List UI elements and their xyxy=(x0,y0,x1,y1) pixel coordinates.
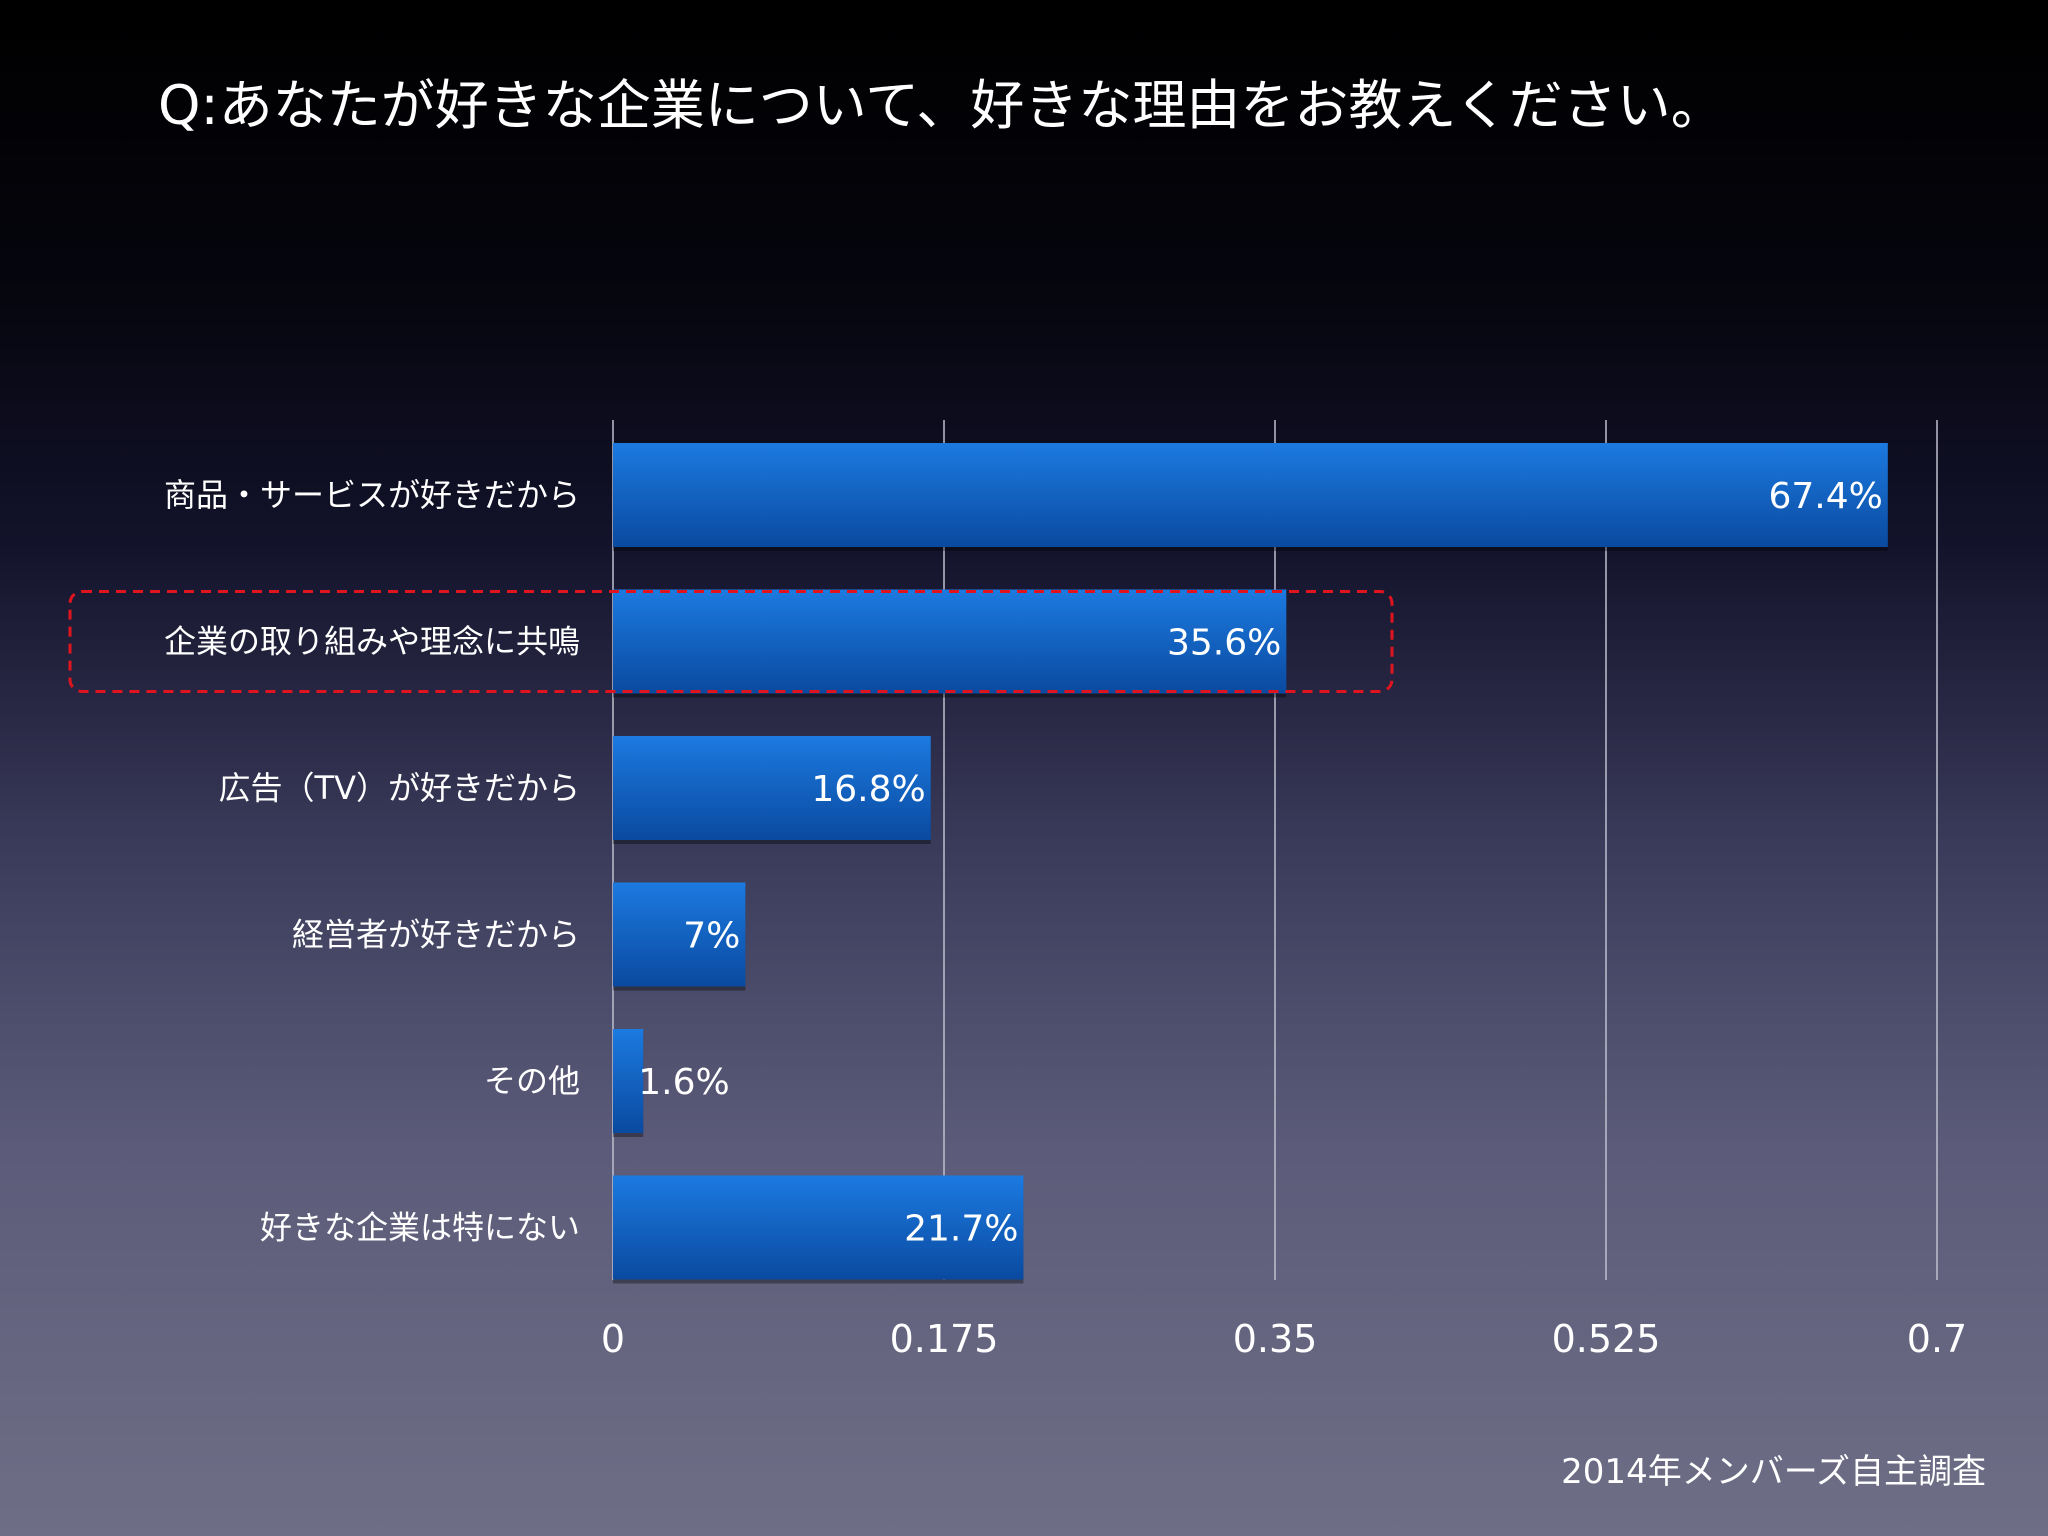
bar xyxy=(613,882,746,987)
category-label: 好きな企業は特にない xyxy=(260,1209,580,1247)
bars xyxy=(613,443,1888,1284)
value-labels: 67.4% 35.6% 16.8% 7% 1.6% 21.7% xyxy=(638,476,1883,1250)
data-label: 7% xyxy=(683,916,740,957)
category-label: 経営者が好きだから xyxy=(292,916,580,954)
x-tick-label: 0.175 xyxy=(890,1317,999,1361)
gridlines xyxy=(612,420,1938,1280)
highlight-dashed-box xyxy=(68,590,1394,693)
highlight-box xyxy=(68,590,1394,693)
category-label: 商品・サービスが好きだから xyxy=(164,476,580,514)
data-label: 21.7% xyxy=(904,1209,1018,1250)
source-note: 2014年メンバーズ自主調査 xyxy=(1561,1452,1986,1492)
bar xyxy=(613,589,1287,694)
category-label: その他 xyxy=(484,1062,580,1100)
bar xyxy=(613,443,1888,547)
x-tick-label: 0 xyxy=(601,1317,625,1361)
x-tick-label: 0.525 xyxy=(1552,1317,1661,1361)
category-label: 企業の取り組みや理念に共鳴 xyxy=(164,623,580,661)
slide-title: Q:あなたが好きな企業について、好きな理由をお教えください。 xyxy=(158,74,1725,137)
category-label: 広告（TV）が好きだから xyxy=(219,769,580,807)
x-axis-tick-labels: 0 0.175 0.35 0.525 0.7 xyxy=(601,1317,1967,1361)
category-labels: 商品・サービスが好きだから企業の取り組みや理念に共鳴広告（TV）が好きだから経営… xyxy=(164,476,580,1247)
x-tick-label: 0.7 xyxy=(1907,1317,1967,1361)
bar xyxy=(613,1175,1024,1280)
data-label: 1.6% xyxy=(638,1062,729,1103)
data-label: 67.4% xyxy=(1768,476,1882,517)
data-label: 35.6% xyxy=(1167,623,1281,664)
data-label: 16.8% xyxy=(811,769,925,810)
bar xyxy=(613,1029,644,1133)
x-tick-label: 0.35 xyxy=(1233,1317,1318,1361)
bar xyxy=(613,736,931,840)
